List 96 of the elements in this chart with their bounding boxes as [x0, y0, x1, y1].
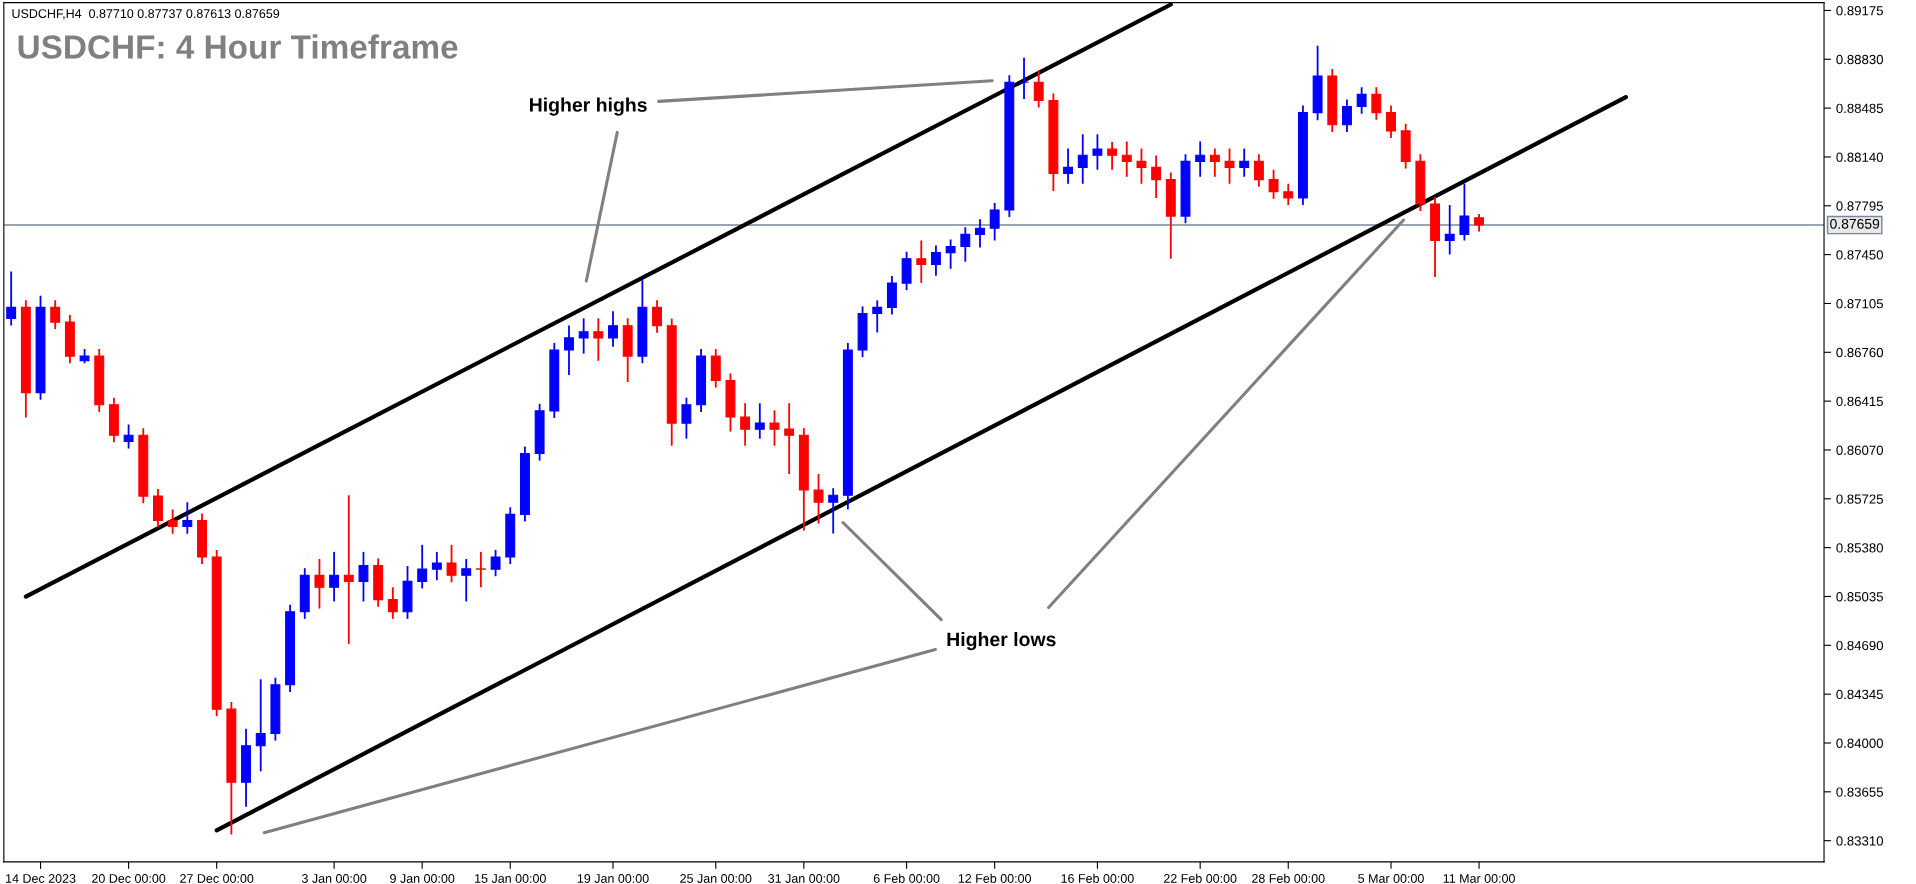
candlestick	[578, 317, 589, 355]
x-tick-label: 20 Dec 00:00	[92, 874, 166, 883]
x-tick-label: 6 Feb 00:00	[873, 873, 940, 883]
x-tick-label: 11 Mar 00:00	[1443, 874, 1515, 883]
candlestick	[740, 402, 751, 447]
x-tick-label: 28 Feb 00:00	[1252, 873, 1325, 883]
candlestick	[1342, 98, 1352, 133]
candlestick	[167, 508, 178, 535]
candlestick	[989, 202, 1000, 242]
x-tick-label: 31 Jan 00:00	[768, 874, 840, 883]
x-tick-label: 22 Feb 00:00	[1163, 873, 1237, 883]
candlestick	[1444, 204, 1455, 256]
x-tick-label: 9 Jan 00:00	[390, 874, 455, 883]
candlestick	[813, 473, 824, 525]
candlestick	[1121, 140, 1132, 178]
y-tick-label: 0.85725	[1836, 494, 1883, 504]
chart-subtitle: USDCHF,H4 0.87710 0.87737 0.87613 0.87659	[12, 9, 280, 20]
y-tick-label: 0.84345	[1836, 689, 1883, 700]
y-tick-label: 0.83655	[1836, 787, 1883, 797]
y-tick-label: 0.84690	[1836, 640, 1884, 651]
y-tick-label: 0.83310	[1836, 836, 1884, 846]
candlestick	[1033, 69, 1044, 109]
candlestick	[1268, 168, 1279, 200]
candlestick	[1063, 147, 1074, 185]
candlestick	[960, 226, 971, 263]
x-tick-label: 14 Dec 2023	[6, 874, 76, 883]
candlestick	[1092, 133, 1103, 171]
x-tick-label: 3 Jan 00:00	[301, 874, 367, 883]
y-tick-label: 0.87795	[1836, 201, 1883, 211]
candlestick	[329, 550, 340, 603]
y-tick-label: 0.86070	[1836, 445, 1884, 455]
candlestick	[1386, 104, 1396, 139]
x-tick-label: 27 Dec 00:00	[180, 874, 254, 883]
candlestick	[387, 586, 398, 620]
candlestick	[255, 678, 266, 773]
candlestick	[945, 238, 956, 270]
candlestick	[608, 310, 618, 348]
candlestick	[769, 409, 780, 447]
candlestick	[975, 218, 985, 249]
candlestick	[50, 299, 61, 331]
candlestick	[461, 558, 472, 603]
candlestick	[475, 550, 486, 589]
annotation: Higher lows	[947, 631, 1056, 651]
candlestick	[564, 324, 574, 376]
y-tick-label: 0.88140	[1836, 152, 1884, 162]
x-tick-label: 25 Jan 00:00	[680, 874, 752, 883]
y-tick-label: 0.85035	[1836, 592, 1883, 602]
y-tick-label: 0.88830	[1836, 54, 1884, 65]
candlestick	[358, 550, 369, 603]
x-tick-label: 12 Feb 00:00	[958, 873, 1032, 883]
candlestick	[1253, 153, 1264, 188]
candlestick	[828, 487, 839, 535]
candlestick	[431, 550, 442, 582]
candlestick	[1239, 147, 1250, 178]
candlestick	[6, 270, 17, 327]
candlestick	[182, 501, 193, 535]
y-tick-label: 0.86415	[1836, 396, 1883, 407]
candlestick	[1224, 147, 1235, 185]
candlestick	[593, 317, 604, 362]
candlestick	[1151, 154, 1162, 199]
candlestick	[446, 543, 457, 584]
candlestick	[681, 396, 692, 440]
x-tick-label: 5 Mar 00:00	[1358, 874, 1424, 883]
candlestick	[652, 299, 663, 334]
y-tick-label: 0.89175	[1836, 6, 1883, 16]
candlestick	[490, 549, 501, 578]
candlestick	[872, 299, 883, 334]
candlestick	[1371, 86, 1382, 121]
candlestick	[343, 494, 354, 645]
candlestick	[314, 558, 325, 610]
candlestick	[1356, 86, 1367, 115]
candlestick	[1077, 133, 1088, 185]
ref-line-label: 0.87659	[1830, 218, 1880, 229]
y-tick-label: 0.88485	[1836, 103, 1883, 114]
candlestick	[123, 423, 134, 450]
candlestick	[1209, 147, 1220, 178]
candlestick	[1283, 182, 1294, 206]
candlestick	[784, 402, 795, 475]
annotation: Higher highs	[530, 97, 647, 116]
candlestick	[1136, 147, 1147, 185]
x-tick-label: 19 Jan 00:00	[577, 874, 649, 883]
text: USDCHF: 4 Hour Timeframe	[18, 34, 458, 59]
y-tick-label: 0.84000	[1836, 738, 1884, 748]
candlestick	[1107, 141, 1118, 171]
candlestick	[916, 239, 927, 284]
y-tick-label: 0.87105	[1836, 299, 1883, 309]
y-tick-label: 0.86760	[1836, 347, 1884, 358]
x-tick-label: 16 Feb 00:00	[1061, 873, 1134, 883]
candlestick	[754, 402, 765, 440]
candlestick	[930, 244, 941, 277]
y-tick-label: 0.87450	[1836, 250, 1884, 260]
candlestick	[1195, 140, 1206, 178]
candlestick	[417, 543, 428, 590]
x-tick-label: 15 Jan 00:00	[475, 874, 546, 883]
candlestick	[1459, 182, 1470, 242]
y-tick-label: 0.85380	[1836, 543, 1884, 553]
